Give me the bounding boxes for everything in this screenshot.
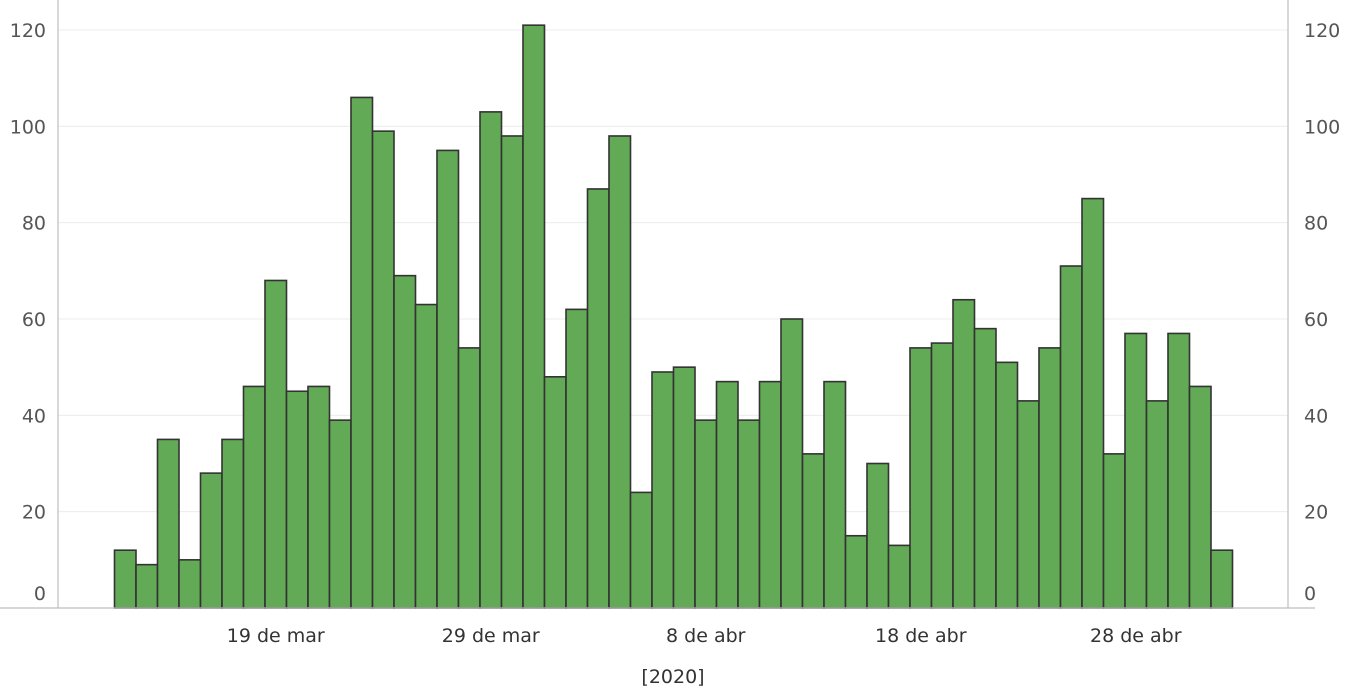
x-tick-label: 8 de abr: [666, 625, 746, 647]
bar: [156, 438, 180, 609]
bar: [930, 342, 954, 609]
y-tick-label-right: 0: [1304, 583, 1316, 605]
bar: [1167, 332, 1191, 609]
bar: [436, 149, 460, 609]
bar: [479, 111, 503, 609]
bar: [350, 96, 374, 609]
y-tick-label-left: 40: [22, 405, 46, 427]
bar: [393, 274, 417, 609]
y-tick-label-left: 80: [22, 213, 46, 235]
bar: [113, 549, 137, 609]
y-tick-label-right: 60: [1304, 309, 1328, 331]
bar: [457, 347, 481, 609]
bar: [694, 419, 718, 609]
bar: [651, 371, 675, 609]
axes: [0, 0, 1315, 609]
y-tick-label-right: 80: [1304, 213, 1328, 235]
bar: [328, 419, 352, 609]
bar: [672, 366, 696, 609]
bar: [844, 534, 868, 609]
bar: [285, 390, 309, 609]
bar: [909, 347, 933, 609]
y-tick-label-right: 100: [1304, 116, 1340, 138]
y-tick-label-right: 120: [1304, 20, 1340, 42]
bar: [586, 188, 610, 609]
bar: [414, 303, 438, 609]
bar: [264, 279, 288, 609]
bar: [887, 544, 911, 609]
bar: [1124, 332, 1148, 609]
bar: [522, 24, 546, 609]
y-tick-label-left: 20: [22, 502, 46, 524]
y-tick-label-left: 60: [22, 309, 46, 331]
y-tick-label-left: 0: [34, 583, 46, 605]
bar: [608, 135, 632, 609]
bars: [113, 24, 1234, 609]
bar: [629, 491, 653, 609]
bar: [973, 327, 997, 609]
bar: [866, 462, 890, 609]
x-tick-label: 18 de abr: [875, 625, 967, 647]
x-tick-label: 29 de mar: [442, 625, 540, 647]
bar: [500, 135, 524, 609]
bar: [543, 375, 567, 609]
bar: [737, 419, 761, 609]
bar: [135, 563, 159, 609]
bar: [242, 385, 266, 609]
bar: [780, 318, 804, 609]
x-tick-label: 28 de abr: [1090, 625, 1182, 647]
bar: [221, 438, 245, 609]
y-tick-label-right: 40: [1304, 405, 1328, 427]
bar: [1038, 347, 1062, 609]
x-tick-label: 19 de mar: [227, 625, 325, 647]
y-tick-label-left: 100: [10, 116, 46, 138]
bar: [801, 453, 825, 609]
bar: [1188, 385, 1212, 609]
y-tick-label-left: 120: [10, 20, 46, 42]
bar: [952, 298, 976, 609]
bar: [715, 380, 739, 609]
bar: [1016, 400, 1040, 609]
y-tick-label-right: 20: [1304, 502, 1328, 524]
bar: [1059, 265, 1083, 609]
bar: [995, 361, 1019, 609]
bar: [1102, 453, 1126, 609]
y-axis-left-ticks: 0 20 40 60 80 100 120: [10, 20, 46, 605]
bar: [758, 380, 782, 609]
bar: [565, 308, 589, 609]
bar: [178, 559, 202, 609]
bar: [1081, 197, 1105, 609]
bar: [307, 385, 331, 609]
bar: [1210, 549, 1234, 609]
bar: [1145, 400, 1169, 609]
y-axis-right-ticks: 0 20 40 60 80 100 120: [1304, 20, 1340, 605]
x-axis-label: [2020]: [641, 666, 704, 688]
bar: [371, 130, 395, 609]
bar: [823, 380, 847, 609]
x-axis-ticks: 19 de mar 29 de mar 8 de abr 18 de abr 28 de…: [227, 625, 1182, 647]
bar: [199, 472, 223, 609]
